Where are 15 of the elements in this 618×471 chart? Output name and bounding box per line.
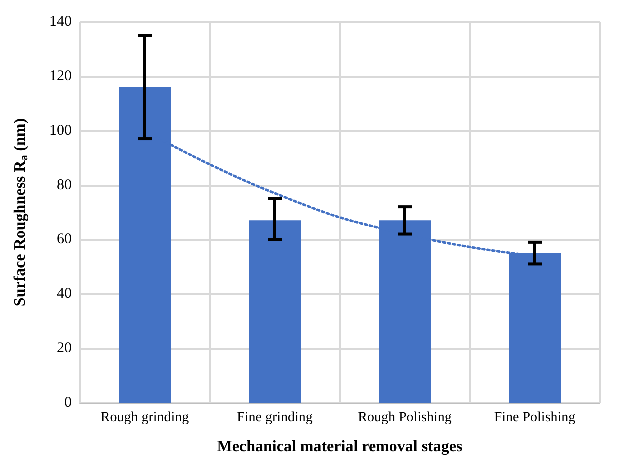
y-tick-label: 0: [64, 395, 72, 411]
x-tick-label: Fine grinding: [237, 410, 313, 426]
x-axis-title: Mechanical material removal stages: [217, 438, 463, 456]
y-tick-label: 80: [57, 177, 72, 194]
x-tick-label: Rough Polishing: [358, 410, 452, 426]
x-tick-label: Rough grinding: [100, 410, 190, 426]
y-tick-label: 100: [50, 122, 72, 139]
y-tick-label: 60: [57, 232, 72, 248]
bar: [249, 220, 301, 403]
y-tick-label: 140: [50, 14, 72, 30]
x-tick-label: Fine Polishing: [494, 410, 576, 426]
y-axis-title: Surface Roughness Ra (nm): [12, 118, 30, 307]
y-tick-label: 120: [50, 68, 72, 84]
y-tick-label: 20: [57, 340, 72, 357]
y-tick-label: 40: [57, 286, 72, 302]
